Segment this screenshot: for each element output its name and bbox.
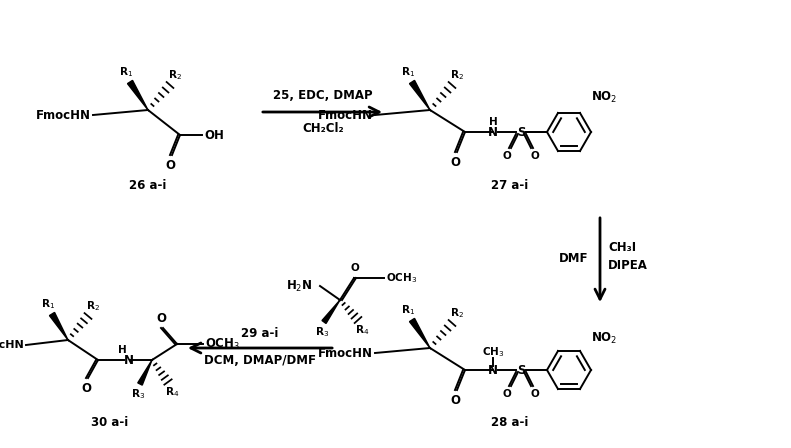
Text: FmocHN: FmocHN xyxy=(318,108,373,121)
Text: 30 a-i: 30 a-i xyxy=(92,415,129,428)
Text: O: O xyxy=(502,151,511,161)
Text: FmocHN: FmocHN xyxy=(36,108,91,121)
Text: O: O xyxy=(531,389,539,399)
Text: R$_3$: R$_3$ xyxy=(315,325,329,339)
Text: FmocHN: FmocHN xyxy=(0,340,24,350)
Text: FmocHN: FmocHN xyxy=(318,346,373,359)
Text: H$_2$N: H$_2$N xyxy=(286,279,312,293)
Text: R$_4$: R$_4$ xyxy=(165,385,179,399)
Text: R$_2$: R$_2$ xyxy=(450,306,464,320)
Polygon shape xyxy=(50,312,68,340)
Text: N: N xyxy=(488,363,498,376)
Text: CH$_3$: CH$_3$ xyxy=(482,345,504,359)
Text: O: O xyxy=(531,151,539,161)
Text: R$_2$: R$_2$ xyxy=(86,299,100,313)
Text: R$_4$: R$_4$ xyxy=(355,323,369,337)
Text: O: O xyxy=(165,159,175,172)
Text: OCH$_3$: OCH$_3$ xyxy=(205,336,240,352)
Text: R$_1$: R$_1$ xyxy=(119,65,133,79)
Text: N: N xyxy=(124,353,134,366)
Text: DIPEA: DIPEA xyxy=(608,258,648,271)
Text: 26 a-i: 26 a-i xyxy=(129,178,167,191)
Text: CH₃I: CH₃I xyxy=(608,241,636,254)
Text: R$_2$: R$_2$ xyxy=(450,68,464,82)
Text: NO$_2$: NO$_2$ xyxy=(591,331,618,345)
Text: O: O xyxy=(450,155,460,168)
Text: R$_1$: R$_1$ xyxy=(401,65,415,79)
Polygon shape xyxy=(410,80,430,110)
Text: OCH$_3$: OCH$_3$ xyxy=(386,271,418,285)
Text: N: N xyxy=(488,125,498,138)
Text: S: S xyxy=(517,363,525,376)
Text: O: O xyxy=(350,263,359,273)
Text: 25, EDC, DMAP: 25, EDC, DMAP xyxy=(273,89,373,102)
Polygon shape xyxy=(410,319,430,348)
Text: 29 a-i: 29 a-i xyxy=(241,327,278,340)
Text: S: S xyxy=(517,125,525,138)
Text: DMF: DMF xyxy=(558,251,588,264)
Polygon shape xyxy=(138,360,152,385)
Text: O: O xyxy=(81,382,91,395)
Text: CH₂Cl₂: CH₂Cl₂ xyxy=(302,121,344,134)
Text: R$_1$: R$_1$ xyxy=(401,303,415,317)
Text: H: H xyxy=(118,345,127,355)
Text: H: H xyxy=(489,117,498,127)
Text: NO$_2$: NO$_2$ xyxy=(591,90,618,104)
Text: R$_3$: R$_3$ xyxy=(131,387,145,401)
Text: R$_1$: R$_1$ xyxy=(41,297,55,311)
Text: O: O xyxy=(502,389,511,399)
Text: O: O xyxy=(450,393,460,406)
Polygon shape xyxy=(127,80,148,110)
Text: OH: OH xyxy=(204,129,224,142)
Text: R$_2$: R$_2$ xyxy=(168,68,182,82)
Text: 27 a-i: 27 a-i xyxy=(491,178,528,191)
Text: DCM, DMAP/DMF: DCM, DMAP/DMF xyxy=(204,353,316,366)
Text: 28 a-i: 28 a-i xyxy=(491,415,528,428)
Text: O: O xyxy=(156,311,166,324)
Polygon shape xyxy=(322,300,340,323)
